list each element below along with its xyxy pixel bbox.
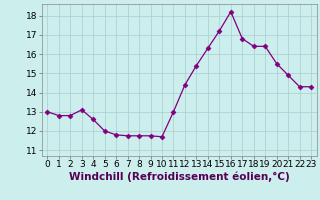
X-axis label: Windchill (Refroidissement éolien,°C): Windchill (Refroidissement éolien,°C) [69,172,290,182]
